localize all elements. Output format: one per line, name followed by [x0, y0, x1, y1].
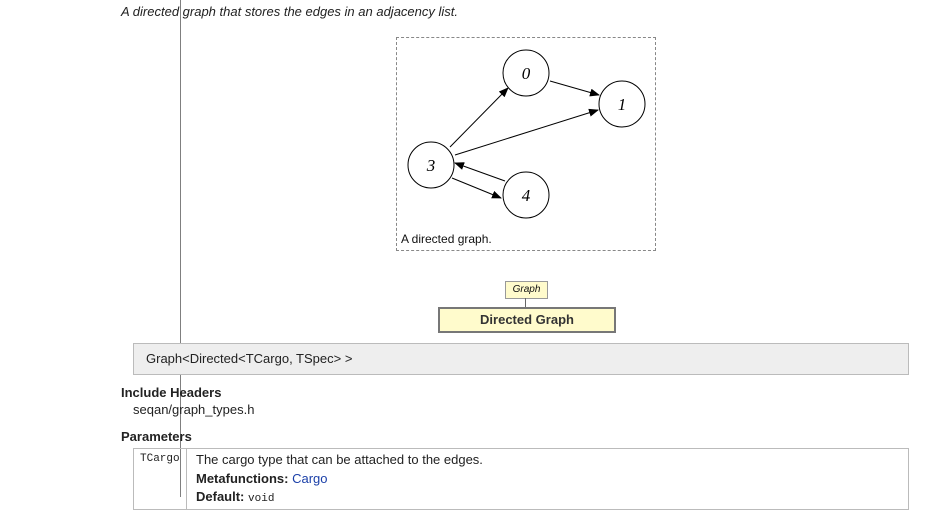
intro-text: A directed graph that stores the edges i…	[121, 4, 458, 19]
edge-4-3	[454, 162, 506, 182]
default-row: Default: void	[196, 489, 274, 505]
metafunction-cargo-link[interactable]: Cargo	[292, 471, 328, 486]
edge-3-4	[451, 177, 502, 199]
node-1-label: 1	[618, 95, 627, 114]
hierarchy-self-box: Directed Graph	[438, 307, 616, 333]
edge-3-0	[449, 87, 509, 148]
node-1	[598, 80, 646, 128]
metafunctions-label: Metafunctions:	[196, 471, 289, 486]
param-description: The cargo type that can be attached to t…	[196, 452, 483, 467]
metafunctions-row: Metafunctions: Cargo	[196, 471, 328, 486]
edge-0-1	[549, 80, 600, 97]
node-4	[502, 171, 550, 219]
signature-text: Graph<Directed<TCargo, TSpec> >	[146, 351, 353, 366]
node-0-label: 0	[522, 64, 531, 83]
include-headers-title: Include Headers	[121, 385, 222, 400]
param-name-cell: TCargo	[134, 449, 187, 509]
edge-3-1	[454, 108, 599, 156]
graph-diagram: 0 1 3 4	[407, 49, 646, 219]
parameters-table: TCargo The cargo type that can be attach…	[133, 448, 909, 510]
default-value: void	[248, 493, 275, 505]
hierarchy-connector	[525, 298, 526, 307]
node-4-label: 4	[522, 186, 531, 205]
hierarchy-parent-box[interactable]: Graph	[505, 281, 548, 299]
node-0	[502, 49, 550, 97]
signature-box: Graph<Directed<TCargo, TSpec> >	[133, 343, 909, 375]
include-header-file: seqan/graph_types.h	[133, 402, 255, 417]
left-margin-rule	[180, 0, 181, 497]
parameters-title: Parameters	[121, 429, 192, 444]
figure-caption: A directed graph.	[401, 232, 492, 246]
node-3	[407, 141, 455, 189]
node-3-label: 3	[426, 156, 436, 175]
graph-figure: 0 1 3 4 A directed graph.	[396, 37, 656, 251]
